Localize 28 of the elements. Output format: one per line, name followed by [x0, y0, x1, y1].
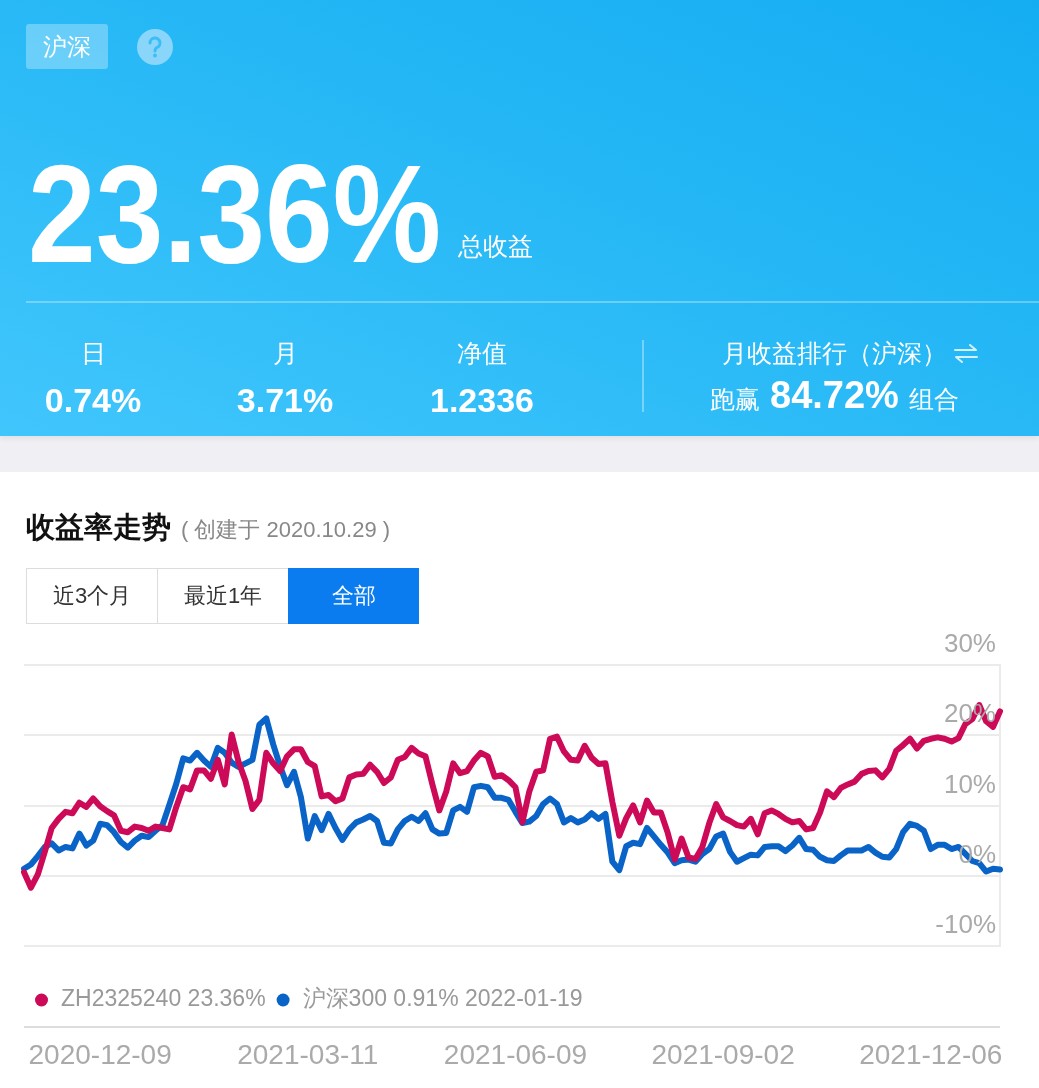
text: 净值	[456, 338, 508, 368]
x-tick-label: 2021-03-11	[237, 1038, 379, 1070]
text: 总收益	[458, 231, 533, 261]
text: 组合	[908, 384, 959, 415]
legend-label: 沪深300 0.91% 2022-01-19	[302, 985, 583, 1012]
text: 1.2336	[429, 380, 535, 420]
text: 月	[271, 338, 299, 368]
text: 3.71%	[235, 380, 335, 420]
x-tick-label: 2020-12-09	[28, 1038, 172, 1070]
text: 沪深	[43, 31, 91, 62]
chart-title: 收益率走势	[26, 510, 171, 545]
y-tick-label: -10%	[935, 909, 996, 940]
text: 84.72%	[770, 374, 899, 417]
text: 跑赢	[710, 384, 760, 415]
x-tick-label: 2021-12-06	[859, 1038, 1003, 1070]
text: 全部	[331, 582, 376, 610]
text: 近3个月	[52, 582, 132, 610]
legend-label: ZH2325240 23.36%	[61, 985, 266, 1012]
chart-subtitle: ( 创建于 2020.10.29 )	[181, 516, 391, 544]
y-tick-label: 30%	[943, 628, 996, 659]
text: 0.74%	[43, 380, 143, 420]
x-tick-label: 2021-09-02	[651, 1038, 795, 1070]
text: 最近1年	[183, 582, 263, 610]
text: 月收益排行（沪深）	[722, 338, 947, 368]
y-tick-label: 10%	[943, 768, 996, 799]
x-tick-label: 2021-06-09	[443, 1038, 588, 1070]
text: 23.36%	[28, 135, 442, 292]
text: 日	[79, 338, 107, 368]
